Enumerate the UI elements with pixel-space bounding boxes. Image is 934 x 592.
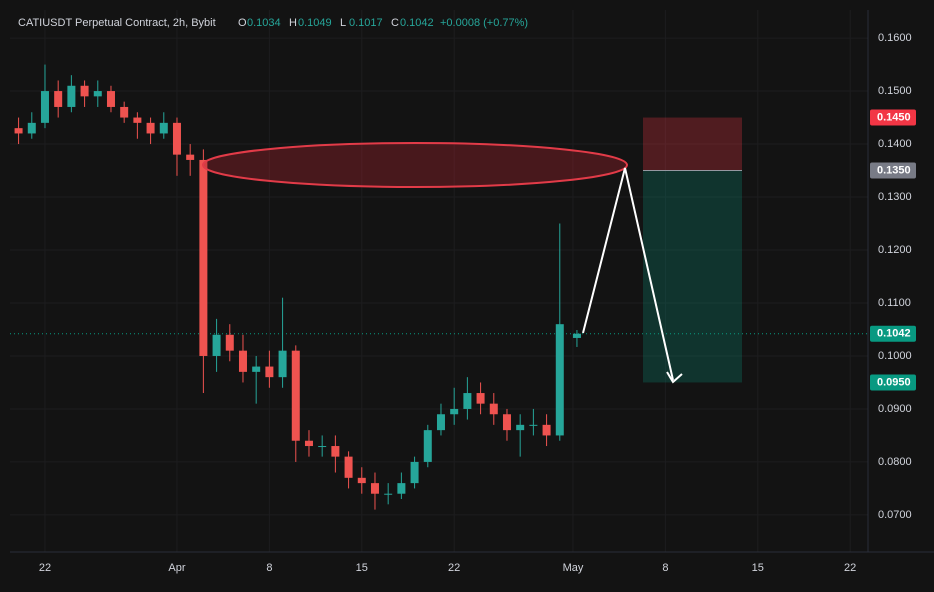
position-tool <box>10 117 868 383</box>
x-tick-label: 8 <box>662 562 668 574</box>
candle-body <box>489 403 498 415</box>
x-tick-label: Apr <box>168 562 185 574</box>
y-tick-label: 0.1400 <box>878 138 912 150</box>
y-tick-label: 0.1300 <box>878 191 912 203</box>
ohlc-value: 0.1017 <box>349 17 383 29</box>
candles <box>14 64 581 510</box>
target-zone <box>643 170 742 383</box>
candle-body <box>555 324 564 436</box>
price-label: 0.1350 <box>877 164 911 176</box>
candle-body <box>450 408 459 415</box>
candle-body <box>410 461 419 484</box>
candle-body <box>265 366 274 378</box>
candle-body <box>186 154 195 160</box>
candle-body <box>516 424 525 431</box>
candle-body <box>27 122 36 134</box>
x-tick-label: 8 <box>266 562 272 574</box>
ohlc-letter: H <box>289 17 297 29</box>
y-tick-label: 0.1600 <box>878 32 912 44</box>
price-label: 0.0950 <box>877 376 911 388</box>
candle-body <box>304 440 313 447</box>
price-label-box <box>870 325 916 342</box>
candle-body <box>291 350 300 441</box>
candle-body <box>529 424 538 426</box>
candle-body <box>252 366 261 372</box>
candle-body <box>384 493 393 495</box>
price-label-box <box>870 109 916 126</box>
price-change: +0.0008 (+0.77%) <box>440 17 528 29</box>
candle-body <box>80 85 89 97</box>
candle-body <box>146 122 155 134</box>
resistance-ellipse <box>202 142 628 188</box>
candle-body <box>172 122 181 155</box>
x-tick-label: 15 <box>752 562 764 574</box>
candle-body <box>133 117 142 123</box>
axes: 0.1600 0.1500 0.1400 0.1300 0.1200 0.1100 0.10… <box>39 32 916 574</box>
arrow-head <box>666 371 683 384</box>
ohlc-value: 0.1049 <box>298 17 332 29</box>
candle-body <box>93 91 102 97</box>
candle-body <box>238 350 247 372</box>
y-tick-label: 0.0700 <box>878 509 912 521</box>
candle-body <box>14 128 23 134</box>
price-label: 0.1042 <box>877 328 911 340</box>
price-label-box <box>870 162 916 179</box>
y-tick-label: 0.1500 <box>878 85 912 97</box>
candle-body <box>397 483 406 494</box>
symbol-title: CATIUSDT Perpetual Contract, 2h, Bybit <box>18 17 216 29</box>
ohlc-value: 0.1034 <box>247 17 281 29</box>
candle-body <box>436 414 445 431</box>
candle-body <box>318 446 327 448</box>
candle-body <box>370 483 379 494</box>
stop-zone <box>643 117 742 171</box>
candle-body <box>572 333 581 338</box>
candle-body <box>463 393 472 409</box>
candle-body <box>54 91 63 107</box>
ohlc-value: 0.1042 <box>400 17 434 29</box>
candle-body <box>106 91 115 107</box>
x-tick-label: May <box>563 562 584 574</box>
candle-body <box>502 414 511 431</box>
candle-body <box>199 159 208 356</box>
y-tick-label: 0.0800 <box>878 456 912 468</box>
candle-body <box>357 477 366 484</box>
y-tick-label: 0.0900 <box>878 403 912 415</box>
candle-body <box>423 430 432 462</box>
x-tick-label: 15 <box>356 562 368 574</box>
x-tick-label: 22 <box>39 562 51 574</box>
candle-body <box>159 122 168 134</box>
candle-body <box>225 334 234 351</box>
x-tick-label: 22 <box>844 562 856 574</box>
y-tick-label: 0.1100 <box>878 297 911 309</box>
candle-body <box>344 456 353 478</box>
ohlc-letter: C <box>391 17 399 29</box>
candle-body <box>67 85 76 107</box>
y-tick-label: 0.1200 <box>878 244 912 256</box>
price-label-box <box>870 374 916 391</box>
legend-header: CATIUSDT Perpetual Contract, 2h, Bybit O… <box>18 17 528 29</box>
candle-body <box>120 106 129 118</box>
candle-body <box>278 350 287 378</box>
ohlc-letter: O <box>238 17 247 29</box>
candle-body <box>331 446 340 457</box>
ohlc-letter: L <box>340 17 346 29</box>
candle-body <box>542 424 551 436</box>
y-tick-label: 0.1000 <box>878 350 912 362</box>
candle-body <box>212 334 221 356</box>
price-label: 0.1450 <box>877 111 911 123</box>
candle-body <box>40 91 49 123</box>
x-tick-label: 22 <box>448 562 460 574</box>
candle-body <box>476 393 485 404</box>
projection-arrow <box>582 167 674 381</box>
